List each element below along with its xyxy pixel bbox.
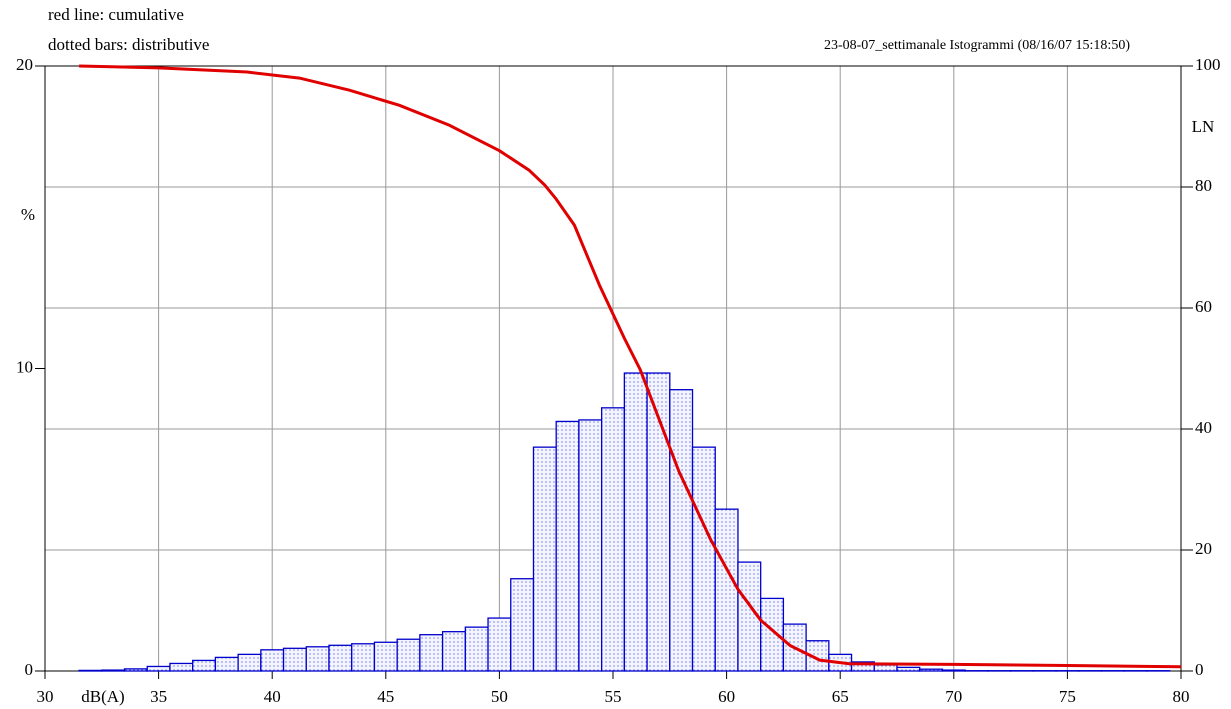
bar (578, 419, 603, 672)
y-tick-label: 20 (16, 55, 33, 74)
x-tick-label: 60 (718, 687, 735, 706)
bar (192, 659, 217, 672)
bar (919, 668, 944, 672)
x-tick-label: 35 (150, 687, 167, 706)
y2-tick-label: 40 (1195, 418, 1212, 437)
x-tick-label: 75 (1059, 687, 1076, 706)
y-axis-label: % (21, 205, 35, 224)
bar (101, 669, 126, 672)
y2-tick-label: 80 (1195, 176, 1212, 195)
bar (669, 389, 694, 672)
bar (941, 669, 966, 672)
bar (464, 626, 489, 672)
x-tick-label: 45 (377, 687, 394, 706)
y2-tick-label: 100 (1195, 55, 1221, 74)
x-axis-label: dB(A) (81, 687, 124, 706)
y-tick-label: 10 (16, 357, 33, 376)
bar (555, 420, 580, 672)
x-tick-label: 40 (264, 687, 281, 706)
y2-tick-label: 60 (1195, 297, 1212, 316)
bar (305, 646, 330, 672)
y2-tick-label: 20 (1195, 539, 1212, 558)
annotation: red line: cumulative (48, 5, 184, 24)
bar (78, 669, 103, 672)
x-tick-label: 50 (491, 687, 508, 706)
bar (169, 662, 194, 672)
cumulative-line (79, 64, 1182, 669)
y2-tick-label: 0 (1195, 660, 1204, 679)
bar (282, 647, 307, 672)
bar (600, 407, 626, 672)
bar (691, 446, 716, 672)
bar (487, 617, 512, 672)
x-tick-label: 55 (605, 687, 622, 706)
bar (873, 664, 898, 672)
bar (760, 597, 785, 672)
bar (146, 665, 171, 672)
x-tick-label: 30 (37, 687, 54, 706)
bar (237, 653, 262, 672)
bar (123, 668, 148, 672)
bar (351, 643, 376, 672)
x-tick-label: 65 (832, 687, 849, 706)
bar (623, 372, 648, 672)
bar (396, 638, 421, 672)
chart-title: 23-08-07_settimanale Istogrammi (08/16/0… (824, 38, 1130, 53)
bar (328, 644, 353, 672)
bar (260, 649, 285, 672)
bar (441, 631, 466, 672)
bar (714, 508, 739, 672)
bar (214, 656, 239, 672)
x-tick-label: 70 (945, 687, 962, 706)
bar (419, 634, 444, 672)
bar (532, 446, 557, 672)
x-tick-label: 80 (1173, 687, 1190, 706)
bar (510, 578, 535, 672)
y2-axis-label: LN (1192, 117, 1215, 136)
annotation: dotted bars: distributive (48, 35, 209, 54)
y-tick-label: 0 (25, 660, 34, 679)
bar (373, 641, 398, 672)
bar (896, 666, 921, 672)
